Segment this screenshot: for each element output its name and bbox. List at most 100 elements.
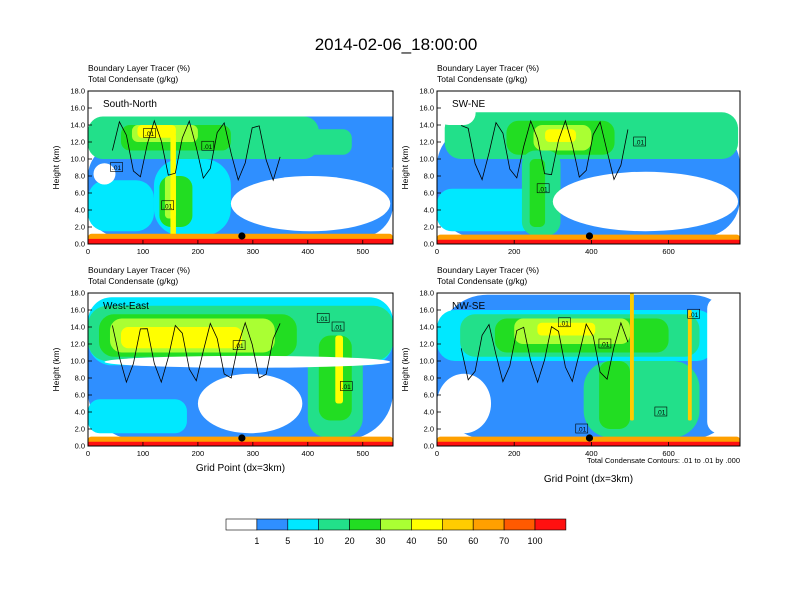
colorbar: 1 5 10 20 30 40 50 60 70 100 bbox=[225, 518, 567, 546]
contour-label: .01 bbox=[203, 144, 212, 151]
x-tick-label: 100 bbox=[137, 247, 150, 256]
location-marker bbox=[585, 434, 594, 442]
contour-label: .01 bbox=[539, 186, 548, 193]
plot-frame bbox=[87, 292, 394, 447]
field-region bbox=[120, 327, 242, 349]
x-tick-label: 400 bbox=[302, 449, 315, 458]
x-tick-label: 300 bbox=[247, 247, 260, 256]
contour-label-box bbox=[161, 200, 174, 211]
colorbar-box bbox=[411, 518, 443, 531]
panel-header-condensate: Total Condensate (g/kg) bbox=[437, 276, 527, 286]
colorbar-label: 10 bbox=[314, 536, 324, 546]
field-region bbox=[687, 310, 692, 421]
y-tick-label: 0.0 bbox=[424, 442, 434, 451]
panel-section-title: West-East bbox=[103, 301, 149, 312]
plot-frame bbox=[87, 90, 394, 245]
contour-label-box bbox=[316, 313, 330, 323]
y-tick-label: 2.0 bbox=[75, 223, 85, 232]
field-region bbox=[552, 171, 739, 232]
y-tick-label: 14.0 bbox=[70, 323, 85, 332]
y-axis-label: Height (km) bbox=[400, 347, 410, 391]
field-region bbox=[599, 361, 630, 429]
y-axis-label: Height (km) bbox=[51, 347, 61, 391]
contour-label: .01 bbox=[635, 140, 644, 147]
heatmap-field: .01 .01 bbox=[437, 91, 740, 244]
contour-label-box bbox=[558, 317, 571, 328]
plot-frame bbox=[436, 90, 741, 245]
condensate-contour bbox=[112, 119, 281, 182]
colorbar-label: 20 bbox=[345, 536, 355, 546]
field-region bbox=[537, 322, 596, 336]
y-tick-label: 18.0 bbox=[70, 289, 85, 298]
field-region bbox=[88, 441, 393, 446]
field-region bbox=[437, 91, 476, 125]
contour-info: Total Condensate Contours: .01 to .01 by… bbox=[587, 456, 740, 465]
contour-label-box bbox=[232, 340, 246, 351]
y-tick-label: 18.0 bbox=[419, 289, 434, 298]
y-tick-label: 6.0 bbox=[424, 189, 434, 198]
y-tick-label: 12.0 bbox=[70, 138, 85, 147]
x-tick-label: 400 bbox=[585, 449, 598, 458]
y-tick-label: 10.0 bbox=[70, 155, 85, 164]
condensate-contour bbox=[461, 119, 629, 181]
y-tick-label: 16.0 bbox=[419, 104, 434, 113]
x-tick-label: 200 bbox=[508, 449, 521, 458]
y-tick-label: 0.0 bbox=[75, 442, 85, 451]
y-tick-label: 10.0 bbox=[419, 357, 434, 366]
y-tick-label: 6.0 bbox=[424, 391, 434, 400]
contour-label-box bbox=[201, 140, 215, 151]
colorbar-label: 60 bbox=[468, 536, 478, 546]
y-tick-label: 18.0 bbox=[419, 87, 434, 96]
x-tick-label: 100 bbox=[137, 449, 150, 458]
panel-3: .01 .01 .01 .01 0 100 200 300 400 500 0.0 2.0 4.0 6.0… bbox=[51, 265, 394, 474]
x-tick-label: 200 bbox=[508, 247, 521, 256]
y-tick-label: 4.0 bbox=[424, 206, 434, 215]
y-tick-label: 16.0 bbox=[70, 306, 85, 315]
colorbar-box bbox=[534, 518, 567, 531]
field-region bbox=[241, 129, 352, 155]
field-region bbox=[197, 373, 303, 434]
y-tick-label: 0.0 bbox=[75, 240, 85, 249]
y-tick-label: 2.0 bbox=[424, 223, 434, 232]
colorbar-label: 50 bbox=[437, 536, 447, 546]
colorbar-label: 30 bbox=[375, 536, 385, 546]
panel-header-tracer: Boundary Layer Tracer (%) bbox=[437, 265, 539, 275]
contour-label: .01 bbox=[145, 131, 154, 138]
y-tick-label: 8.0 bbox=[75, 172, 85, 181]
heatmap-field: .01 .01 .01 .01 .01 bbox=[437, 293, 740, 446]
x-tick-label: 600 bbox=[662, 449, 675, 458]
y-tick-label: 14.0 bbox=[419, 121, 434, 130]
contour-label: .01 bbox=[163, 203, 172, 210]
condensate-contour bbox=[460, 321, 629, 384]
x-tick-label: 0 bbox=[86, 247, 90, 256]
contour-label: .01 bbox=[656, 410, 665, 417]
contour-label: .01 bbox=[112, 165, 121, 172]
contour-label-box bbox=[654, 406, 668, 417]
panel-section-title: SW-NE bbox=[452, 99, 485, 110]
colorbar-box bbox=[318, 518, 350, 531]
field-region bbox=[437, 239, 740, 244]
x-tick-label: 200 bbox=[192, 247, 205, 256]
colorbar-label: 40 bbox=[406, 536, 416, 546]
x-axis-label: Grid Point (dx=3km) bbox=[196, 463, 285, 474]
contour-label-box bbox=[536, 183, 550, 194]
y-axis-label: Height (km) bbox=[51, 145, 61, 189]
field-region bbox=[437, 441, 740, 446]
y-tick-label: 8.0 bbox=[424, 374, 434, 383]
colorbar-box bbox=[287, 518, 319, 531]
y-tick-label: 14.0 bbox=[70, 121, 85, 130]
y-tick-label: 10.0 bbox=[419, 155, 434, 164]
x-tick-label: 0 bbox=[435, 449, 439, 458]
contour-label-box bbox=[575, 423, 589, 434]
x-axis-label: Grid Point (dx=3km) bbox=[544, 474, 633, 485]
y-tick-label: 2.0 bbox=[424, 425, 434, 434]
y-tick-label: 16.0 bbox=[419, 306, 434, 315]
contour-label-box bbox=[598, 338, 612, 349]
contour-label: .01 bbox=[319, 316, 328, 323]
y-tick-label: 14.0 bbox=[419, 323, 434, 332]
contour-label: .01 bbox=[334, 325, 343, 332]
field-region bbox=[104, 355, 391, 368]
field-region bbox=[88, 399, 187, 434]
contour-label-box bbox=[331, 321, 345, 332]
contour-label: .01 bbox=[577, 427, 586, 434]
